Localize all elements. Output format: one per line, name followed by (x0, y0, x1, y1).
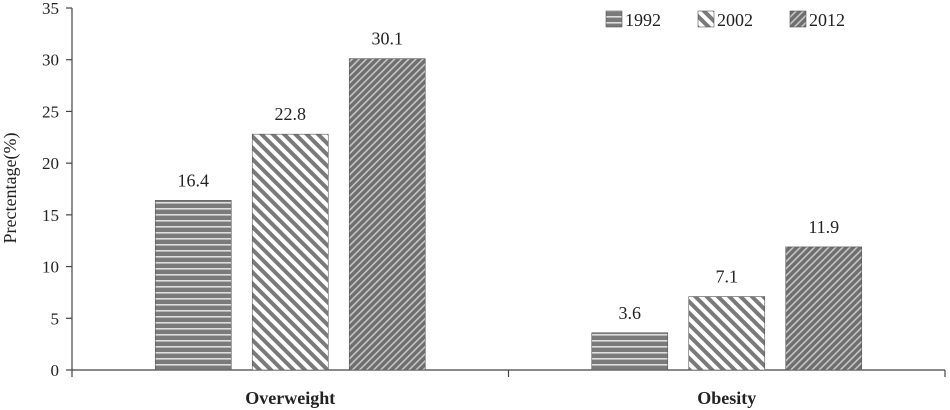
y-tick-label: 0 (51, 361, 60, 380)
y-axis-ticks: 0 5 10 15 20 25 30 35 (42, 0, 72, 380)
legend-label-1992: 1992 (625, 10, 661, 30)
data-label: 3.6 (619, 303, 642, 323)
y-axis-title: Prectentage(%) (0, 133, 21, 244)
category-label-obesity: Obesity (697, 388, 756, 408)
data-label: 16.4 (178, 170, 210, 190)
legend-label-2002: 2002 (717, 10, 753, 30)
legend-label-2012: 2012 (809, 10, 845, 30)
y-tick-label: 20 (42, 154, 59, 173)
y-tick-label: 25 (42, 102, 59, 121)
y-tick-label: 10 (42, 258, 59, 277)
data-label: 7.1 (716, 267, 739, 287)
bar-1992-overweight (154, 200, 232, 371)
data-label: 30.1 (372, 29, 404, 49)
x-axis-dividers (71, 370, 946, 377)
bar-2002-overweight (251, 133, 329, 371)
data-label: 11.9 (808, 217, 839, 237)
y-tick-label: 15 (42, 206, 59, 225)
bar-2002-obesity (688, 296, 766, 371)
y-tick-label: 35 (42, 0, 59, 18)
legend-swatch-2002 (697, 10, 715, 28)
legend-swatch-2012 (789, 10, 807, 28)
category-label-group: Overweight Obesity (245, 388, 756, 408)
bar-1992-obesity (591, 332, 669, 371)
bar-2012-overweight (348, 58, 426, 371)
category-label-overweight: Overweight (245, 388, 335, 408)
bar-series-group (154, 58, 863, 371)
y-tick-label: 5 (51, 309, 60, 328)
data-label: 22.8 (275, 104, 307, 124)
y-tick-label: 30 (42, 51, 59, 70)
legend-swatch-1992 (605, 10, 623, 28)
bar-2012-obesity (785, 246, 863, 371)
data-label-group: 16.4 22.8 30.1 3.6 7.1 11.9 (178, 29, 840, 323)
legend: 1992 2002 2012 (605, 10, 845, 30)
